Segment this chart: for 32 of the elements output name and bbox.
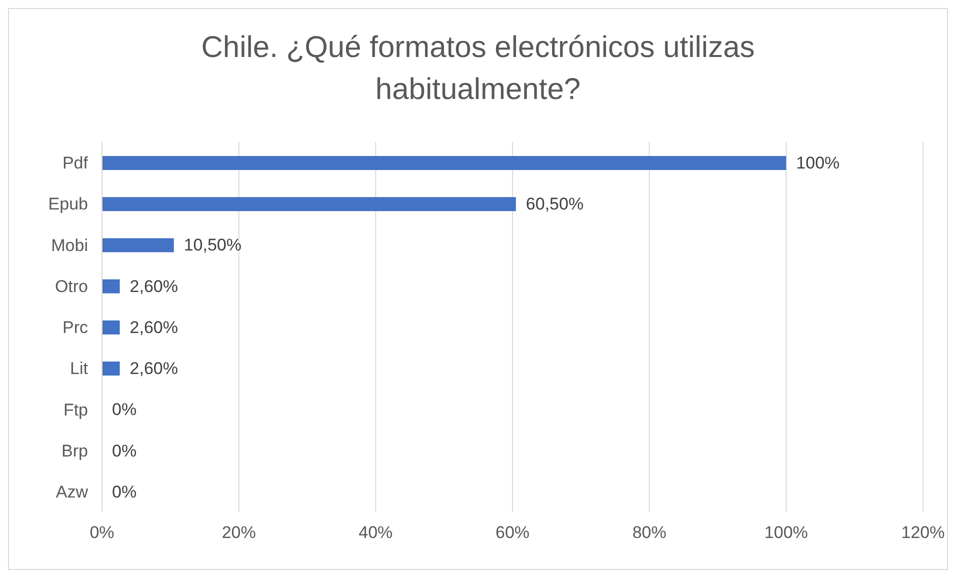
x-tick-label: 20% — [222, 523, 256, 542]
y-tick-label: Otro — [54, 276, 88, 296]
y-tick-label: Pdf — [62, 154, 88, 173]
chart-title: Chile. ¿Qué formatos electrónicos utilizas habitualmente? — [200, 30, 756, 108]
bar — [102, 362, 120, 376]
data-label: 2,60% — [130, 276, 178, 296]
data-label: 0% — [112, 441, 137, 460]
data-label: 10,50% — [184, 236, 242, 255]
bar — [102, 279, 120, 294]
data-label: 60,50% — [526, 194, 584, 214]
y-tick-label: Prc — [62, 318, 88, 338]
x-tick-label: 100% — [764, 523, 808, 542]
x-tick-label: 60% — [495, 523, 530, 542]
y-tick-label: Lit — [70, 359, 88, 378]
y-tick-label: Epub — [48, 194, 88, 214]
x-tick-label: 0% — [90, 523, 114, 542]
bar — [102, 238, 174, 252]
bar — [102, 156, 786, 170]
data-label: 2,60% — [130, 359, 178, 378]
y-tick-label: Ftp — [63, 400, 88, 420]
data-label: 100% — [796, 154, 840, 172]
bar — [102, 197, 516, 212]
x-tick-label: 120% — [901, 523, 945, 542]
bar — [102, 320, 120, 334]
y-tick-label: Azw — [56, 482, 89, 502]
data-label: 2,60% — [130, 318, 178, 337]
y-tick-label: Mobi — [51, 236, 88, 255]
data-label: 0% — [112, 482, 137, 502]
x-tick-label: 40% — [358, 523, 393, 542]
y-tick-label: Brp — [62, 441, 88, 460]
x-tick-label: 80% — [632, 523, 666, 542]
data-label: 0% — [112, 400, 137, 420]
